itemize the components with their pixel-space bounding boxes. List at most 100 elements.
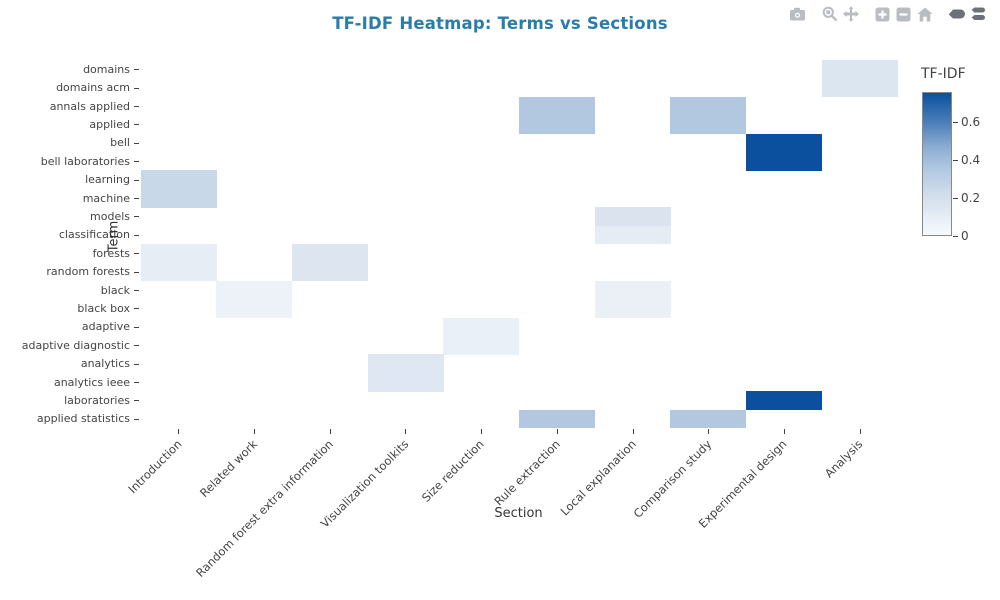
y-tick-label: applied statistics (36, 412, 130, 426)
y-axis-title: Term (106, 220, 122, 253)
colorbar-tick-mark (953, 236, 958, 237)
heatmap-cell[interactable] (594, 280, 671, 300)
hover-closest-icon[interactable] (946, 5, 967, 23)
heatmap-cell[interactable] (443, 317, 520, 337)
y-tick-label: black box (77, 301, 130, 315)
heatmap-cell[interactable] (367, 354, 444, 374)
y-tick-mark (134, 106, 139, 107)
heatmap-cell[interactable] (670, 96, 747, 116)
y-tick-label: laboratories (64, 393, 130, 407)
heatmap-cell[interactable] (216, 280, 293, 300)
heatmap-cell[interactable] (594, 207, 671, 226)
y-tick-label: black (100, 283, 130, 297)
x-axis-title: Section (494, 506, 543, 521)
heatmap-cell[interactable] (291, 244, 368, 263)
y-tick-label: random forests (46, 265, 130, 279)
y-tick-mark (134, 161, 139, 163)
x-tick-mark (783, 429, 785, 434)
heatmap-cell[interactable] (291, 262, 368, 282)
heatmap-cell[interactable] (594, 299, 671, 318)
y-tick-mark (134, 382, 139, 383)
chart-title: TF-IDF Heatmap: Terms vs Sections (332, 14, 668, 33)
y-tick-label: analytics ieee (53, 375, 130, 389)
modebar-group (819, 5, 861, 23)
y-tick-mark (134, 124, 139, 126)
heatmap-cell[interactable] (443, 336, 520, 355)
heatmap-cell[interactable] (140, 244, 217, 263)
y-tick-label: domains (83, 62, 130, 76)
modebar-group (872, 5, 935, 23)
heatmap-cell[interactable] (519, 115, 596, 134)
heatmap-cell[interactable] (216, 299, 293, 318)
y-tick-mark (134, 308, 139, 310)
colorbar-tick-label: 0.2 (961, 190, 981, 205)
camera-icon[interactable] (787, 5, 808, 23)
y-tick-label: learning (85, 173, 130, 187)
modebar-group (946, 5, 988, 23)
heatmap-cell[interactable] (519, 409, 596, 429)
home-icon[interactable] (914, 5, 935, 23)
x-tick-mark (708, 429, 710, 434)
y-tick-mark (134, 363, 139, 365)
y-tick-mark (134, 253, 139, 255)
y-tick-label: applied (89, 117, 130, 131)
zoom-out-icon[interactable] (893, 5, 914, 23)
heatmap-cell[interactable] (140, 170, 217, 190)
modebar-group (787, 5, 808, 23)
heatmap-cell[interactable] (821, 60, 898, 79)
x-tick-mark (859, 429, 861, 434)
y-tick-mark (134, 234, 139, 236)
y-tick-label: bell (110, 136, 130, 150)
y-tick-label: domains acm (56, 81, 130, 95)
colorbar-tick-mark (953, 159, 958, 161)
x-tick-mark (481, 429, 483, 434)
colorbar-tick-label: 0 (961, 229, 969, 243)
x-tick-label: Introduction (125, 437, 185, 497)
y-tick-label: classification (58, 228, 130, 242)
heatmap-cell[interactable] (670, 409, 747, 429)
x-tick-mark (632, 429, 634, 434)
y-tick-label: models (90, 209, 130, 223)
heatmap-cell[interactable] (594, 225, 671, 245)
heatmap-cell[interactable] (670, 115, 747, 134)
y-tick-mark (134, 179, 139, 181)
zoom-icon[interactable] (819, 5, 840, 23)
x-tick-mark (405, 429, 407, 434)
pan-icon[interactable] (840, 5, 861, 23)
modebar (776, 5, 988, 23)
hover-compare-icon[interactable] (967, 5, 988, 23)
y-tick-label: adaptive diagnostic (21, 338, 130, 352)
y-tick-mark (134, 142, 139, 144)
heatmap-plot-area[interactable] (140, 60, 898, 429)
x-tick-label: Size reduction (419, 437, 488, 505)
colorbar-tick-mark (953, 121, 958, 123)
y-tick-mark (134, 400, 139, 402)
x-tick-mark (556, 429, 558, 434)
y-tick-mark (134, 216, 139, 218)
y-tick-mark (134, 345, 139, 347)
y-tick-mark (134, 418, 139, 420)
x-tick-mark (329, 429, 331, 434)
y-tick-mark (134, 326, 139, 328)
heatmap-cell[interactable] (140, 262, 217, 282)
y-tick-mark (134, 87, 139, 89)
y-tick-label: analytics (80, 357, 130, 371)
x-tick-mark (178, 429, 180, 434)
heatmap-cell[interactable] (821, 78, 898, 98)
heatmap-cell[interactable] (519, 96, 596, 116)
y-tick-mark (134, 271, 139, 273)
heatmap-cell[interactable] (746, 152, 823, 171)
heatmap-cell[interactable] (746, 133, 823, 153)
y-tick-label: adaptive (81, 320, 130, 334)
x-tick-label: Related work (196, 437, 260, 501)
heatmap-cell[interactable] (746, 391, 823, 410)
colorbar-tick-label: 0.6 (961, 114, 981, 129)
zoom-in-icon[interactable] (872, 5, 893, 23)
y-tick-label: machine (82, 191, 130, 205)
heatmap-cell[interactable] (367, 372, 444, 392)
y-tick-label: annals applied (49, 99, 130, 113)
y-tick-mark (134, 198, 139, 199)
heatmap-cell[interactable] (140, 188, 217, 208)
y-tick-label: forests (92, 246, 130, 260)
